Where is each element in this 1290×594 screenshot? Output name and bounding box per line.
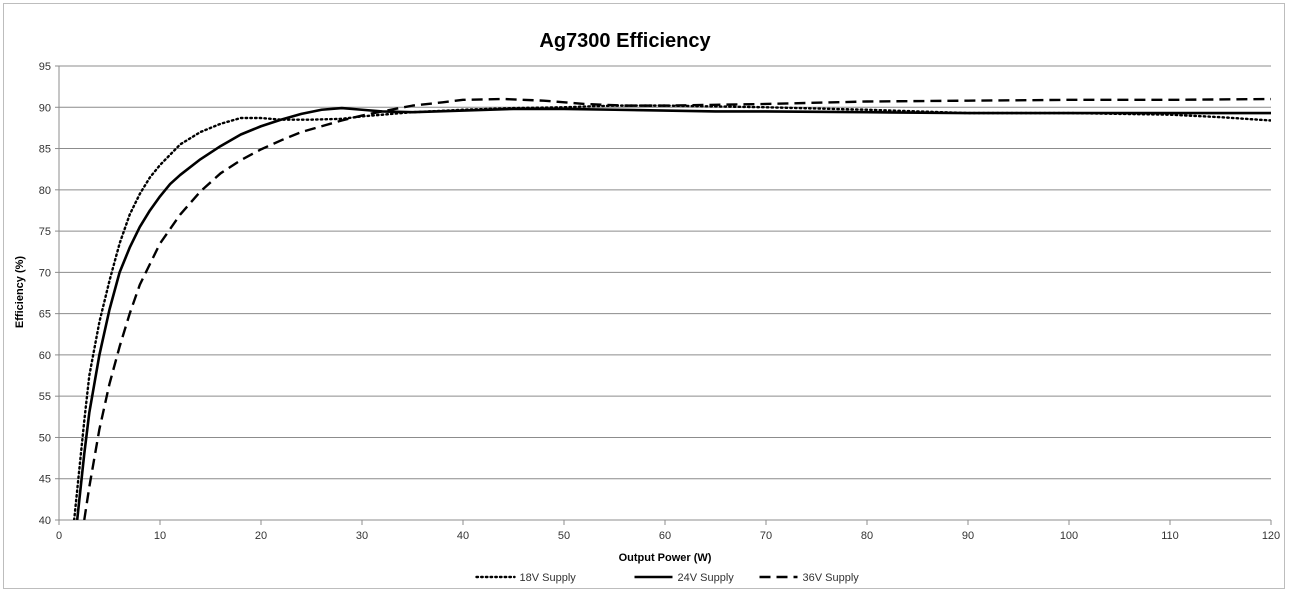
y-tick-label: 90: [39, 102, 51, 114]
chart-title: Ag7300 Efficiency: [539, 30, 711, 52]
x-tick-label: 100: [1060, 530, 1078, 542]
legend-label: 18V Supply: [520, 572, 577, 584]
legend-label: 36V Supply: [803, 572, 860, 584]
y-tick-label: 65: [39, 309, 51, 321]
series-line-1: [72, 104, 1271, 520]
series-layer: [72, 97, 1271, 520]
y-tick-label: 50: [39, 432, 51, 444]
x-tick-label: 60: [659, 530, 671, 542]
y-tick-label: 80: [39, 185, 51, 197]
y-tick-label: 45: [39, 474, 51, 486]
legend-label: 24V Supply: [678, 572, 735, 584]
legend-item-3: 36V Supply: [759, 572, 860, 584]
series-line-3: [83, 97, 1271, 520]
grid-layer: [59, 65, 1271, 480]
x-axis-title: Output Power (W): [619, 552, 712, 564]
x-tick-label: 30: [356, 530, 368, 542]
series-line-2: [75, 106, 1271, 520]
y-tick-label: 85: [39, 144, 51, 156]
x-tick-label: 40: [457, 530, 469, 542]
efficiency-chart: 40 45 50 55 60 65 70 75 80 85 90 95 0 10 20 30 40 50 60 70 8…: [14, 30, 1280, 584]
x-tick-label: 20: [255, 530, 267, 542]
x-tick-label: 0: [56, 530, 62, 542]
x-tick-label: 120: [1262, 530, 1280, 542]
y-tick-label: 60: [39, 350, 51, 362]
x-tick-label: 90: [962, 530, 974, 542]
legend: 18V Supply 24V Supply 36V Supply: [475, 572, 860, 584]
x-tick-label: 10: [154, 530, 166, 542]
y-tick-label: 70: [39, 267, 51, 279]
x-tick-label: 70: [760, 530, 772, 542]
x-tick-label: 50: [558, 530, 570, 542]
y-tick-label: 40: [39, 515, 51, 527]
x-tick-label: 110: [1161, 530, 1179, 542]
y-tick-label: 75: [39, 226, 51, 238]
x-tick-label: 80: [861, 530, 873, 542]
y-tick-label: 95: [39, 61, 51, 73]
legend-item-1: 18V Supply: [475, 572, 577, 584]
y-tick-label: 55: [39, 391, 51, 403]
chart-frame: 40 45 50 55 60 65 70 75 80 85 90 95 0 10 20 30 40 50 60 70 8…: [3, 3, 1285, 589]
axis-layer: [55, 65, 1272, 525]
legend-item-2: 24V Supply: [634, 572, 735, 584]
tick-labels: 40 45 50 55 60 65 70 75 80 85 90 95 0 10 20 30 40 50 60 70 8…: [39, 61, 1280, 542]
y-axis-title: Efficiency (%): [14, 256, 26, 328]
